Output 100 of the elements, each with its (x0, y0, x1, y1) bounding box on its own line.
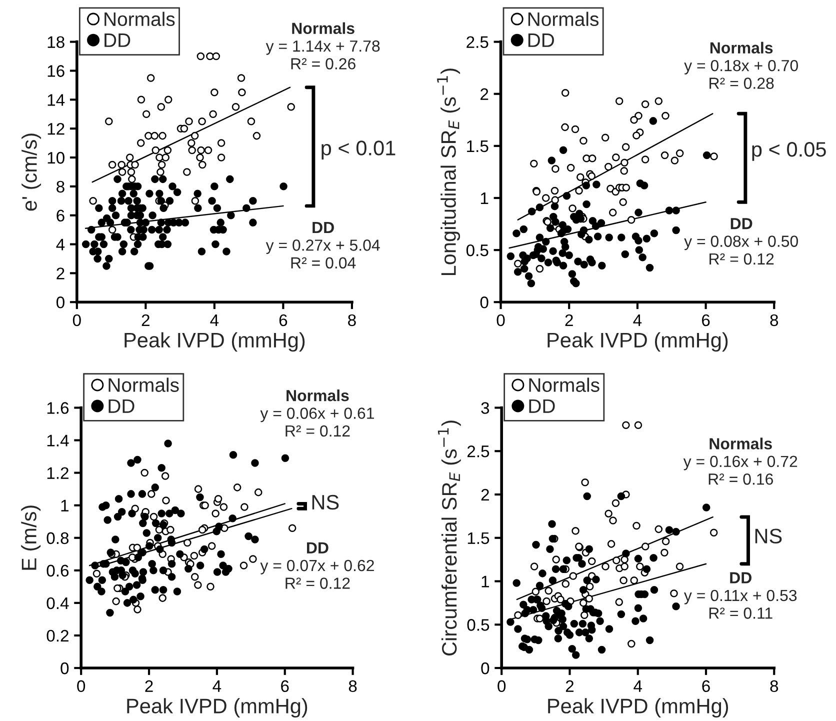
y-tick-label: 16 (48, 65, 64, 77)
y-tick-label: 10 (48, 152, 64, 164)
x-tick-label: 6 (279, 314, 288, 326)
y-tick-label: 0 (481, 662, 490, 674)
point (550, 186, 559, 195)
point (105, 117, 113, 126)
point (571, 125, 580, 134)
point (161, 472, 170, 480)
point (607, 540, 616, 548)
y-tick-label: 1.6 (47, 402, 69, 414)
point (209, 110, 217, 118)
point (620, 158, 628, 166)
x-tick-label: 2 (565, 314, 573, 326)
point (217, 154, 226, 162)
point (108, 226, 116, 234)
point (670, 590, 678, 598)
point (620, 562, 628, 570)
point (604, 162, 612, 171)
x-axis-title: Peak IVPD (mmHg) (548, 332, 728, 352)
y-tick-label: 0.5 (466, 244, 488, 256)
point (551, 196, 559, 204)
text: Normals (286, 390, 349, 402)
point (136, 139, 145, 147)
point (185, 117, 193, 126)
point (131, 160, 139, 169)
point (148, 490, 156, 498)
y-tick-label: 2 (481, 488, 489, 501)
point (196, 154, 204, 162)
text: Normals (292, 22, 354, 34)
point (562, 580, 570, 588)
annotation: y = 0.07x + 0.62 (260, 560, 374, 574)
point (150, 512, 158, 521)
point (206, 52, 214, 60)
y-tick-label: 0.5 (467, 619, 490, 631)
annotation: y = 1.14x + 7.78 (266, 40, 380, 55)
y-tick-label: 1 (482, 576, 489, 588)
point (619, 198, 627, 206)
y-tick-label: 1.5 (467, 140, 488, 152)
point (247, 117, 256, 126)
legend-label: DD (104, 34, 130, 47)
y-tick-label: 0.4 (46, 597, 69, 610)
x-tick-label: 2 (145, 680, 153, 692)
y-tick-label: 4 (56, 238, 65, 250)
point (601, 134, 610, 142)
point (157, 103, 166, 111)
point (118, 160, 126, 169)
annotation: R² = 0.12 (286, 578, 350, 589)
x-tick-label: 8 (348, 680, 357, 692)
legend-label: Normals (529, 378, 600, 392)
annotation: p < 0.05 (752, 142, 826, 161)
point (612, 556, 620, 564)
point (238, 88, 246, 96)
point (252, 132, 261, 140)
point (288, 524, 296, 532)
annotation: y = 0.27x + 5.04 (266, 240, 380, 254)
point (627, 216, 636, 224)
point (233, 484, 242, 492)
point (212, 510, 220, 518)
point (632, 522, 640, 530)
point (128, 175, 136, 184)
annotation: Normals (710, 438, 772, 450)
point (198, 160, 206, 169)
point (137, 96, 146, 104)
point (612, 154, 620, 162)
annotation: R² = 0.11 (709, 608, 772, 619)
annotation: NS (755, 528, 782, 544)
legend-label: DD (108, 399, 134, 413)
y-axis-title: e' (cm/s) (22, 134, 42, 211)
point (146, 74, 155, 82)
point (588, 172, 596, 180)
point (212, 52, 220, 60)
annotation: R² = 0.04 (291, 257, 356, 269)
point (641, 542, 650, 550)
point (662, 537, 670, 546)
annotation: R² = 0.28 (710, 78, 774, 89)
point (217, 139, 226, 147)
x-tick-label: 6 (281, 680, 289, 692)
point (162, 154, 170, 162)
point (544, 586, 552, 595)
y-tick-label: 1.2 (47, 467, 68, 479)
point (196, 52, 205, 60)
point (158, 132, 166, 140)
point (552, 556, 560, 564)
y-tick-label: 2.5 (467, 446, 490, 458)
point (622, 421, 630, 429)
point (572, 527, 580, 535)
y-tick-label: 0 (56, 296, 64, 308)
point (630, 576, 638, 584)
x-tick-label: 2 (566, 680, 574, 692)
y-tick-label: 0.8 (46, 532, 69, 544)
x-tick-label: 4 (212, 680, 222, 692)
annotation: Normals (710, 42, 773, 54)
x-tick-label: 4 (633, 314, 642, 326)
x-tick-label: 8 (770, 680, 778, 692)
point (636, 562, 644, 570)
annotation: y = 0.11x + 0.53 (684, 590, 797, 604)
x-axis-title: Peak IVPD (mmHg) (127, 698, 308, 718)
point (586, 582, 594, 590)
y-tick-label: 1 (61, 500, 68, 512)
point (615, 97, 624, 106)
